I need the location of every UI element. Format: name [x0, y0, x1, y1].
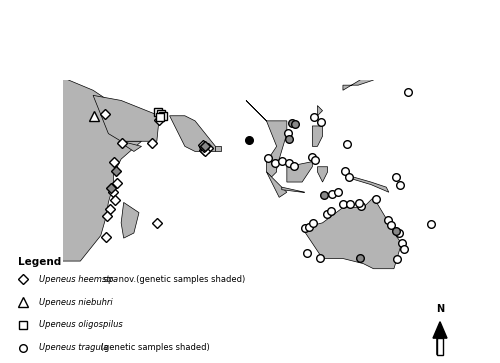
Polygon shape — [318, 106, 322, 116]
Polygon shape — [266, 172, 287, 197]
Polygon shape — [282, 187, 304, 192]
Polygon shape — [170, 116, 216, 151]
Text: Upeneus niebuhri: Upeneus niebuhri — [39, 298, 113, 306]
Polygon shape — [246, 101, 287, 169]
Polygon shape — [93, 95, 160, 141]
Polygon shape — [346, 177, 389, 192]
Text: Upeneus heemstra: Upeneus heemstra — [39, 275, 118, 284]
Text: sp. nov.(genetic samples shaded): sp. nov.(genetic samples shaded) — [102, 275, 246, 284]
Text: Legend: Legend — [18, 257, 61, 268]
Text: Upeneus tragula: Upeneus tragula — [39, 343, 108, 352]
Text: (genetic samples shaded): (genetic samples shaded) — [98, 343, 209, 352]
Polygon shape — [62, 78, 142, 261]
FancyArrow shape — [433, 322, 447, 355]
Polygon shape — [312, 126, 322, 146]
Polygon shape — [118, 141, 142, 151]
Text: N: N — [436, 303, 444, 314]
Polygon shape — [121, 203, 139, 238]
Polygon shape — [266, 156, 276, 177]
Polygon shape — [318, 167, 328, 182]
Polygon shape — [343, 75, 374, 90]
Polygon shape — [216, 146, 220, 151]
Polygon shape — [302, 197, 402, 269]
Polygon shape — [287, 162, 312, 182]
Text: Upeneus oligospilus: Upeneus oligospilus — [39, 321, 123, 329]
FancyArrow shape — [437, 338, 443, 355]
